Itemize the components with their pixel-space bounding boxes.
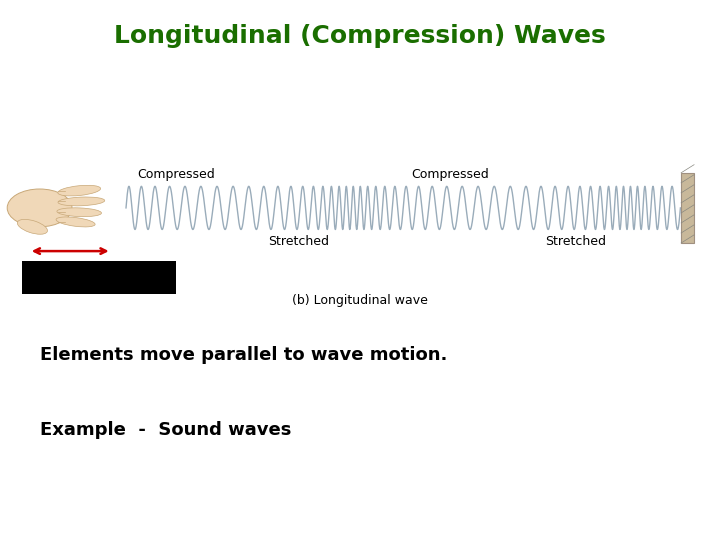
Ellipse shape — [7, 189, 72, 227]
Text: Compressed: Compressed — [138, 168, 215, 181]
Ellipse shape — [17, 219, 48, 234]
Text: Compressed: Compressed — [411, 168, 489, 181]
Ellipse shape — [58, 185, 101, 196]
Ellipse shape — [58, 197, 104, 206]
Text: Longitudinal (Compression) Waves: Longitudinal (Compression) Waves — [114, 24, 606, 48]
Ellipse shape — [57, 208, 102, 217]
Text: Stretched: Stretched — [269, 235, 329, 248]
Text: Elements move parallel to wave motion.: Elements move parallel to wave motion. — [40, 346, 447, 363]
Text: (b) Longitudinal wave: (b) Longitudinal wave — [292, 294, 428, 307]
Ellipse shape — [56, 217, 95, 227]
Text: Example  -  Sound waves: Example - Sound waves — [40, 421, 291, 439]
Text: Stretched: Stretched — [546, 235, 606, 248]
Bar — [681, 173, 694, 243]
Bar — [22, 261, 176, 294]
